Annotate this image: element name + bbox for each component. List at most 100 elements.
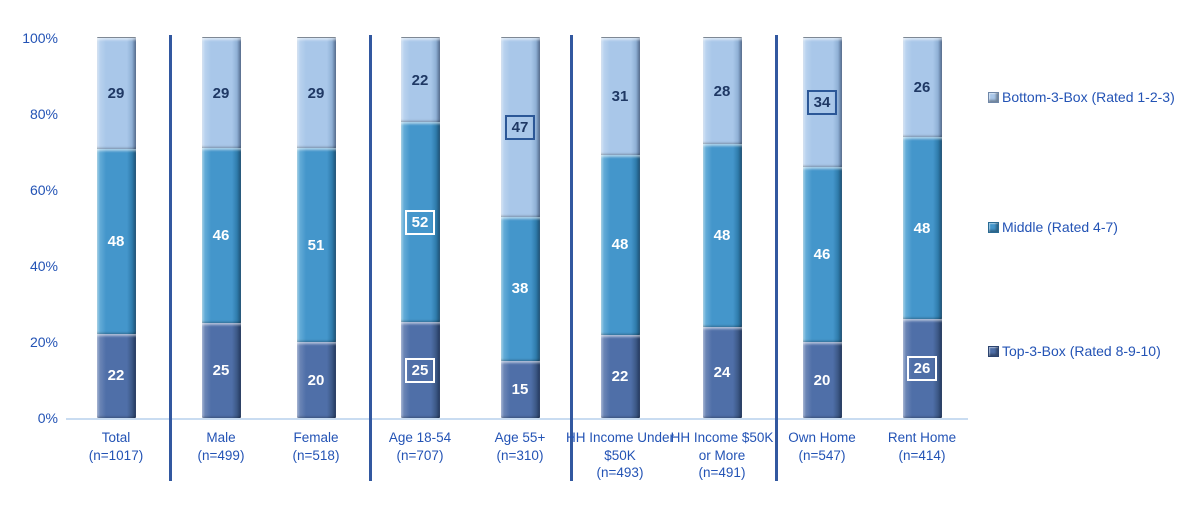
value-label: 48 <box>913 219 931 237</box>
y-tick-60: 60% <box>29 182 58 198</box>
value-label: 47 <box>504 114 536 140</box>
category-label-age-55: Age 55+ (n=310) <box>464 429 576 464</box>
legend-swatch-icon <box>988 346 999 357</box>
y-tick-20: 20% <box>29 334 58 350</box>
category-name: Age 55+ <box>494 430 546 445</box>
bar-segment-middle: 51 <box>296 147 336 342</box>
value-label: 28 <box>713 82 731 100</box>
y-tick-80: 80% <box>29 106 58 122</box>
category-base-size: (n=518) <box>292 447 340 463</box>
category-label-total: Total (n=1017) <box>60 429 172 464</box>
category-label-age-18-54: Age 18-54 (n=707) <box>364 429 476 464</box>
bar-segment-middle: 46 <box>802 166 842 342</box>
value-label: 25 <box>212 362 230 379</box>
bar-segment-middle: 46 <box>201 147 241 323</box>
category-base-size: (n=547) <box>798 447 846 463</box>
category-name: Female <box>293 430 339 445</box>
bar-female: 20 51 29 <box>296 37 336 418</box>
bar-segment-bottom3: 28 <box>702 37 742 145</box>
value-label: 15 <box>511 381 529 398</box>
bar-segment-top3: 26 <box>902 318 942 418</box>
bar-segment-middle: 48 <box>702 143 742 327</box>
value-label: 48 <box>713 227 731 245</box>
category-base-size: (n=499) <box>197 447 245 463</box>
value-label: 22 <box>107 367 125 385</box>
bar-segment-top3: 20 <box>296 341 336 418</box>
bar-age-55: 15 38 47 <box>500 37 540 418</box>
group-divider-line <box>169 35 172 481</box>
bar-segment-middle: 48 <box>96 148 136 334</box>
group-divider-line <box>775 35 778 481</box>
bar-segment-bottom3: 22 <box>400 37 440 123</box>
value-label: 34 <box>806 90 838 116</box>
group-divider-line <box>369 35 372 481</box>
category-base-size: (n=1017) <box>88 447 144 463</box>
value-label: 26 <box>913 78 931 96</box>
bar-own-home: 20 46 34 <box>802 37 842 418</box>
bar-segment-bottom3: 29 <box>296 37 336 149</box>
bar-hh-income-50k-or-more: 24 48 28 <box>702 37 742 418</box>
bar-segment-top3: 25 <box>400 321 440 418</box>
value-label: 29 <box>107 85 125 103</box>
legend-label: Middle (Rated 4-7) <box>1002 219 1118 235</box>
bar-male: 25 46 29 <box>201 37 241 418</box>
bar-segment-bottom3: 26 <box>902 37 942 137</box>
bar-segment-bottom3: 29 <box>201 37 241 149</box>
bar-segment-top3: 22 <box>96 332 136 418</box>
bar-segment-middle: 38 <box>500 215 540 361</box>
value-label: 46 <box>813 246 831 264</box>
bar-segment-top3: 22 <box>600 334 640 418</box>
value-label: 31 <box>611 87 629 105</box>
category-name: HH Income Under $50K <box>565 430 675 463</box>
value-label: 22 <box>611 368 629 386</box>
y-tick-0: 0% <box>37 410 58 426</box>
y-tick-40: 40% <box>29 258 58 274</box>
value-label: 24 <box>713 363 731 381</box>
value-label: 25 <box>404 357 436 383</box>
legend-item-top3: Top-3-Box (Rated 8-9-10) <box>988 343 1161 359</box>
category-label-female: Female (n=518) <box>260 429 372 464</box>
category-name: Male <box>206 430 236 445</box>
category-label-own-home: Own Home (n=547) <box>766 429 878 464</box>
legend-item-middle: Middle (Rated 4-7) <box>988 219 1118 235</box>
value-label: 29 <box>212 84 230 102</box>
bar-hh-income-under-50k: 22 48 31 <box>600 37 640 418</box>
bar-segment-bottom3: 29 <box>96 37 136 150</box>
category-label-rent-home: Rent Home (n=414) <box>866 429 978 464</box>
value-label: 26 <box>906 356 938 382</box>
bar-segment-middle: 52 <box>400 121 440 323</box>
category-name: HH Income $50K or More <box>670 430 774 463</box>
bar-segment-top3: 15 <box>500 360 540 418</box>
bar-age-18-54: 25 52 22 <box>400 37 440 418</box>
value-label: 52 <box>404 209 436 235</box>
category-base-size: (n=310) <box>496 447 544 463</box>
legend-swatch-icon <box>988 92 999 103</box>
value-label: 20 <box>813 371 831 389</box>
legend-item-bottom3: Bottom-3-Box (Rated 1-2-3) <box>988 89 1175 105</box>
bar-segment-middle: 48 <box>902 135 942 320</box>
bar-rent-home: 26 48 26 <box>902 37 942 418</box>
category-name: Total <box>101 430 131 445</box>
bar-segment-middle: 48 <box>600 153 640 336</box>
value-label: 29 <box>307 84 325 102</box>
y-tick-100: 100% <box>22 30 58 46</box>
x-axis-line <box>66 418 968 420</box>
category-name: Rent Home <box>887 430 957 445</box>
bar-segment-top3: 24 <box>702 325 742 418</box>
bar-segment-bottom3: 31 <box>600 37 640 155</box>
category-name: Own Home <box>788 430 856 445</box>
category-name: Age 18-54 <box>388 430 452 445</box>
bar-segment-top3: 25 <box>201 322 241 418</box>
bar-segment-bottom3: 34 <box>802 37 842 168</box>
value-label: 48 <box>611 236 629 254</box>
category-base-size: (n=491) <box>698 465 746 481</box>
value-label: 20 <box>307 371 325 389</box>
bar-total: 22 48 29 <box>96 37 136 418</box>
value-label: 48 <box>107 232 125 250</box>
category-base-size: (n=414) <box>898 447 946 463</box>
bar-segment-bottom3: 47 <box>500 37 540 217</box>
category-base-size: (n=493) <box>596 465 644 481</box>
legend-label: Top-3-Box (Rated 8-9-10) <box>1002 343 1161 359</box>
group-divider-line <box>570 35 573 481</box>
